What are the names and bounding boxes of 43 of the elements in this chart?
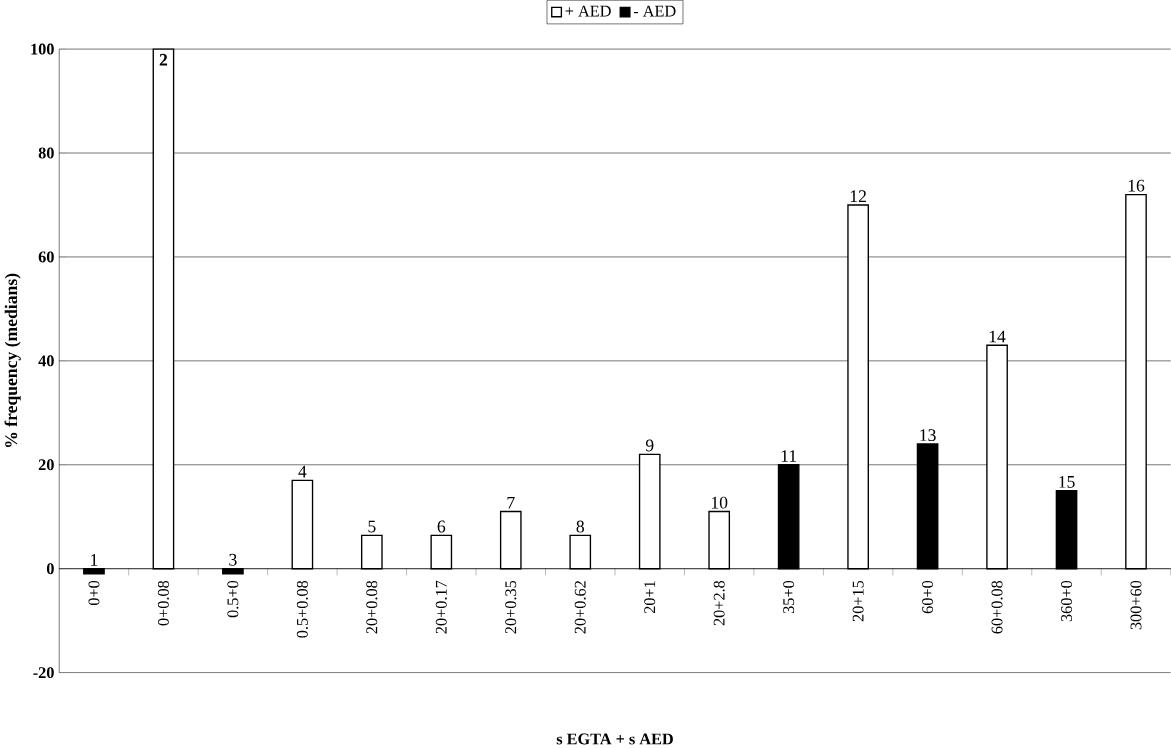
annotation: 4 (298, 465, 307, 478)
x-axis-title: s EGTA + s AED (556, 733, 673, 745)
annotation: 11 (781, 450, 797, 462)
x-tick-label: 0+0.08 (157, 580, 169, 626)
annotation: 12 (850, 190, 866, 202)
x-tick-label: 0+0 (88, 580, 100, 606)
annotation: 16 (1128, 179, 1145, 192)
legend-label: + AED (565, 5, 611, 17)
annotation: 8 (576, 520, 584, 533)
annotation: 2 (159, 53, 168, 66)
y-axis-title: % frequency (medians) (4, 273, 21, 447)
y-tick-label: 0 (46, 563, 54, 575)
annotation: 3 (229, 553, 237, 566)
annotation: 13 (920, 429, 936, 442)
x-tick-label: 20+0.08 (366, 580, 378, 634)
annotation: 9 (645, 439, 654, 452)
x-tick-label: 20+15 (852, 580, 864, 622)
x-tick-label: 60+0 (922, 580, 934, 614)
x-tick-label: 20+1 (644, 581, 656, 614)
x-tick-label: 20+2.8 (713, 580, 725, 626)
y-tick-label: 20 (38, 459, 54, 471)
annotation: 6 (437, 520, 446, 533)
annotation: 14 (989, 330, 1006, 343)
x-tick-label: 35+0 (783, 580, 795, 614)
y-tick-label: 80 (38, 147, 54, 159)
x-tick-label: 60+0.08 (991, 580, 1003, 634)
annotation: 15 (1059, 475, 1075, 488)
annotation: 10 (711, 496, 728, 509)
annotation: 7 (507, 497, 515, 509)
legend-label: - AED (633, 5, 676, 17)
y-tick-label: 40 (38, 355, 54, 367)
x-tick-label: 300+60 (1130, 580, 1142, 630)
x-tick-label: 0.5+0 (227, 580, 239, 618)
y-tick-label: -20 (33, 667, 54, 679)
x-tick-label: 20+0.35 (505, 580, 517, 634)
x-tick-label: 20+0.62 (574, 581, 586, 634)
y-tick-label: 100 (31, 43, 54, 55)
y-tick-label: 60 (38, 251, 54, 263)
x-tick-label: 20+0.17 (435, 580, 447, 634)
x-tick-label: 360+0 (1061, 580, 1073, 622)
x-tick-label: 0.5+0.08 (296, 580, 308, 638)
annotation: 1 (91, 554, 98, 566)
annotation: 5 (368, 520, 376, 533)
